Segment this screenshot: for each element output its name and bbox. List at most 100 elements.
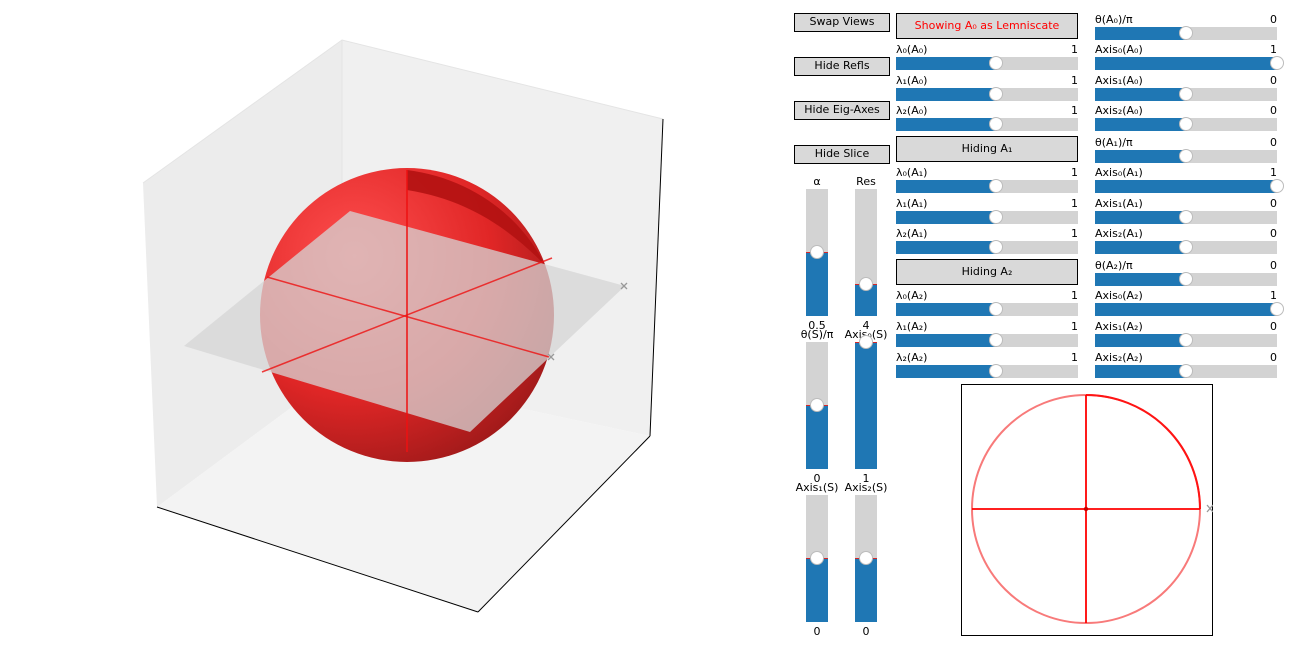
slider-handle[interactable] (1179, 240, 1193, 254)
slider-handle[interactable] (1179, 364, 1193, 378)
slider-handle[interactable] (859, 335, 873, 349)
slider-handle[interactable] (989, 56, 1003, 70)
slider-handle[interactable] (1179, 149, 1193, 163)
slider-lambda1-a0[interactable]: λ₁(A₀) 1 (896, 74, 1078, 104)
slider-handle[interactable] (1270, 56, 1284, 70)
slider-value: 0 (1270, 351, 1277, 364)
slider-value: 0 (813, 625, 821, 638)
slider-handle[interactable] (810, 551, 824, 565)
slider-label: λ₀(A₂) (896, 289, 928, 302)
slider-value: 0 (1270, 197, 1277, 210)
slider-handle[interactable] (989, 210, 1003, 224)
slider-handle[interactable] (989, 117, 1003, 131)
slider-label: θ(A₁)/π (1095, 136, 1133, 149)
slider-axis1-a1[interactable]: Axis₁(A₁) 0 (1095, 197, 1277, 227)
slider-axis2-a1[interactable]: Axis₂(A₁) 0 (1095, 227, 1277, 257)
slider-lambda0-a0[interactable]: λ₀(A₀) 1 (896, 43, 1078, 73)
slider-lambda2-a2[interactable]: λ₂(A₂) 1 (896, 351, 1078, 381)
slider-alpha[interactable]: α 0.5 (806, 175, 828, 332)
slider-label: Res (856, 175, 876, 188)
slider-axis0-a2[interactable]: Axis₀(A₂) 1 (1095, 289, 1284, 319)
slider-value: 1 (1270, 43, 1277, 56)
slider-handle[interactable] (1179, 333, 1193, 347)
slider-handle[interactable] (859, 277, 873, 291)
slider-handle[interactable] (989, 333, 1003, 347)
slider-handle[interactable] (989, 364, 1003, 378)
slice-center-point (1083, 506, 1089, 512)
slider-axis1-a2[interactable]: Axis₁(A₂) 0 (1095, 320, 1277, 350)
slider-value: 0 (1270, 13, 1277, 26)
slider-handle[interactable] (1179, 272, 1193, 286)
slice-axis-end-marker (1206, 504, 1213, 513)
slider-handle[interactable] (810, 245, 824, 259)
slider-axis2-a2[interactable]: Axis₂(A₂) 0 (1095, 351, 1277, 381)
slider-handle[interactable] (989, 179, 1003, 193)
slider-handle[interactable] (1179, 26, 1193, 40)
swap-views-button[interactable]: Swap Views (794, 13, 890, 32)
slider-value: 1 (1071, 166, 1078, 179)
slider-label: θ(S)/π (800, 328, 834, 341)
hide-eig-axes-button[interactable]: Hide Eig-Axes (794, 101, 890, 120)
slider-value: 1 (1071, 320, 1078, 333)
slider-handle[interactable] (810, 398, 824, 412)
slider-axis1-a0[interactable]: Axis₁(A₀) 0 (1095, 74, 1277, 104)
slider-label: Axis₂(A₀) (1095, 104, 1143, 117)
slider-handle[interactable] (989, 240, 1003, 254)
slider-handle[interactable] (1179, 210, 1193, 224)
hide-refls-button[interactable]: Hide Refls (794, 57, 890, 76)
slice-view-frame (961, 384, 1213, 636)
slider-label: Axis₀(A₁) (1095, 166, 1143, 179)
slider-label: θ(A₂)/π (1095, 259, 1133, 272)
slider-value: 0 (1270, 259, 1277, 272)
toggle-a1-button[interactable]: Hiding A₁ (896, 136, 1078, 162)
slider-value: 1 (1071, 351, 1078, 364)
slider-lambda1-a2[interactable]: λ₁(A₂) 1 (896, 320, 1078, 350)
axis-end-markers (547, 282, 628, 361)
slider-label: Axis₁(A₀) (1095, 74, 1143, 87)
slider-handle[interactable] (1270, 302, 1284, 316)
slider-lambda2-a0[interactable]: λ₂(A₀) 1 (896, 104, 1078, 134)
slider-label: θ(A₀)/π (1095, 13, 1133, 26)
slider-handle[interactable] (989, 87, 1003, 101)
slider-value: 0 (1270, 136, 1277, 149)
slider-value: 0 (862, 625, 870, 638)
slider-label: Axis₁(S) (795, 481, 839, 494)
slider-handle[interactable] (989, 302, 1003, 316)
toggle-a0-lemniscate-button[interactable]: Showing A₀ as Lemniscate (896, 13, 1078, 39)
slider-axis2-s[interactable]: Axis₂(S) 0 (845, 481, 888, 638)
slider-handle[interactable] (859, 551, 873, 565)
toggle-a2-button[interactable]: Hiding A₂ (896, 259, 1078, 285)
slider-label: λ₀(A₁) (896, 166, 928, 179)
slider-value: 0 (1270, 104, 1277, 117)
slice-2d-view[interactable] (961, 384, 1213, 636)
slider-value: 1 (1270, 289, 1277, 302)
slider-handle[interactable] (1270, 179, 1284, 193)
hide-slice-button[interactable]: Hide Slice (794, 145, 890, 164)
slider-axis0-a0[interactable]: Axis₀(A₀) 1 (1095, 43, 1284, 73)
slider-theta-a0[interactable]: θ(A₀)/π 0 (1095, 13, 1277, 43)
slider-handle[interactable] (1179, 117, 1193, 131)
slider-value: 0.5 (808, 319, 826, 332)
slider-axis1-s[interactable]: Axis₁(S) 0 (796, 481, 839, 638)
slider-lambda0-a2[interactable]: λ₀(A₂) 1 (896, 289, 1078, 319)
slider-theta-a1[interactable]: θ(A₁)/π 0 (1095, 136, 1277, 166)
slider-lambda0-a1[interactable]: λ₀(A₁) 1 (896, 166, 1078, 196)
slider-theta-s[interactable]: θ(S)/π 0 (801, 328, 834, 485)
slider-value: 1 (862, 472, 870, 485)
slider-value: 1 (1071, 104, 1078, 117)
slider-resolution[interactable]: Res 4 (855, 175, 877, 332)
slider-axis0-s[interactable]: Axis₀(S)1 (845, 328, 888, 485)
slider-label: λ₂(A₂) (896, 351, 928, 364)
slider-label: Axis₀(A₂) (1095, 289, 1143, 302)
slider-axis0-a1[interactable]: Axis₀(A₁) 1 (1095, 166, 1284, 196)
slider-lambda1-a1[interactable]: λ₁(A₁) 1 (896, 197, 1078, 227)
slider-lambda2-a1[interactable]: λ₂(A₁) 1 (896, 227, 1078, 257)
slider-value: 0 (1270, 320, 1277, 333)
slider-axis2-a0[interactable]: Axis₂(A₀) 0 (1095, 104, 1277, 134)
slider-theta-a2[interactable]: θ(A₂)/π 0 (1095, 259, 1277, 289)
slider-label: λ₀(A₀) (896, 43, 928, 56)
ellipsoid-3d-view[interactable] (0, 0, 780, 648)
slice-plane (184, 211, 625, 432)
slider-value: 1 (1071, 289, 1078, 302)
slider-handle[interactable] (1179, 87, 1193, 101)
